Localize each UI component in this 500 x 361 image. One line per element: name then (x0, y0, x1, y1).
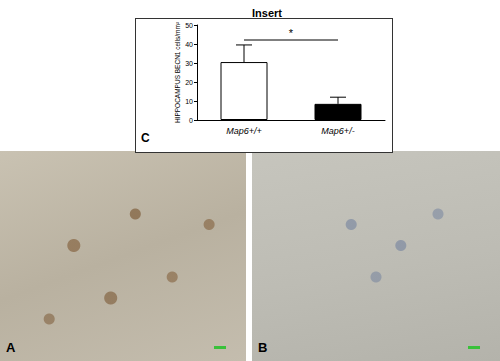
svg-text:40: 40 (185, 41, 193, 48)
svg-text:20: 20 (185, 79, 193, 86)
svg-text:30: 30 (185, 60, 193, 67)
svg-text:50: 50 (185, 22, 193, 29)
html-text:C: C (141, 131, 150, 145)
svg-text:10: 10 (185, 98, 193, 105)
html-text:B: B (258, 340, 268, 355)
svg-text:*: * (289, 27, 294, 39)
svg-text:Map6+/+: Map6+/+ (226, 126, 262, 136)
svg-text:Map6+/-: Map6+/- (321, 126, 354, 136)
svg-text:Insert: Insert (252, 7, 282, 19)
html-text:A: A (6, 340, 16, 355)
svg-text:0: 0 (189, 117, 193, 124)
svg-text:HIPPOCAMPUS BECN1 cells/mm²: HIPPOCAMPUS BECN1 cells/mm² (174, 21, 181, 123)
